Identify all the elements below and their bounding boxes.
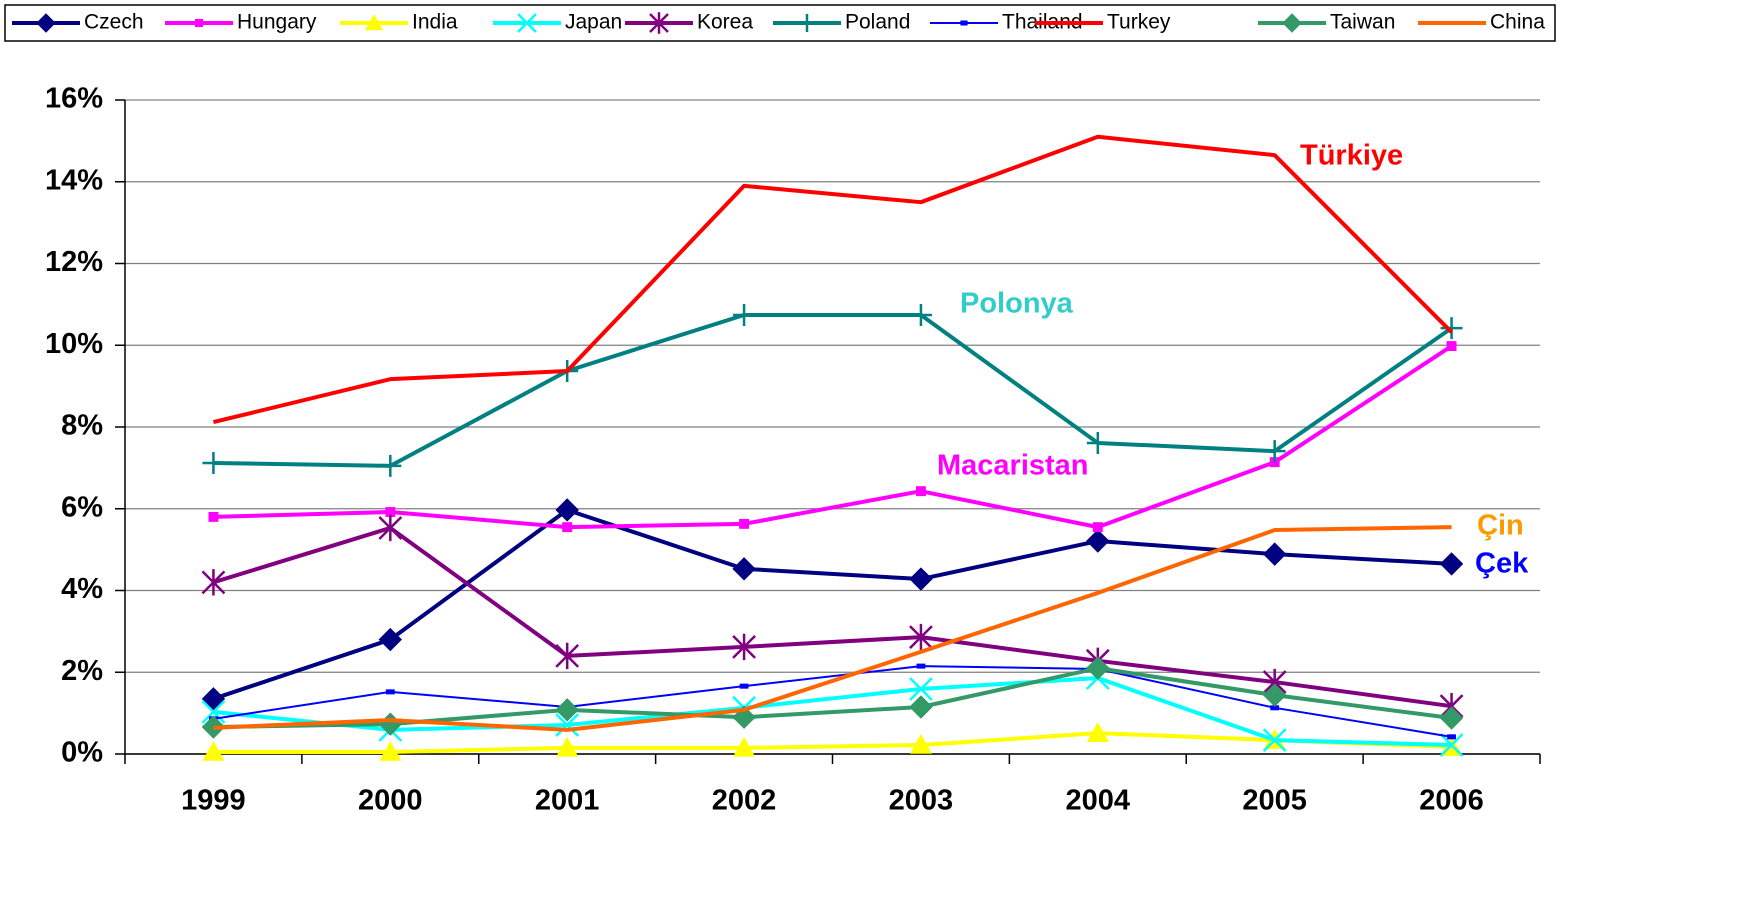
legend-label: India xyxy=(412,11,458,34)
data-point xyxy=(385,689,395,695)
x-tick-label: 1999 xyxy=(181,785,246,817)
legend-label: Poland xyxy=(845,11,910,34)
series-line xyxy=(213,675,1452,748)
data-point xyxy=(1086,656,1110,680)
series-line xyxy=(213,665,1452,738)
x-tick-label: 2003 xyxy=(889,785,954,817)
data-point xyxy=(915,486,926,497)
y-tick-label: 12% xyxy=(45,246,103,278)
data-point xyxy=(1270,705,1280,711)
annotation: Çin xyxy=(1477,510,1524,542)
series-line xyxy=(213,313,1453,468)
data-point xyxy=(1262,542,1287,566)
data-point xyxy=(1439,552,1464,576)
data-point xyxy=(208,511,219,522)
data-point xyxy=(1446,341,1457,352)
legend-marker xyxy=(365,14,383,31)
annotation: Polonya xyxy=(960,288,1074,320)
legend-label: Korea xyxy=(697,11,753,34)
data-point xyxy=(1439,706,1464,730)
data-point xyxy=(201,700,226,724)
data-point xyxy=(732,633,756,661)
data-point xyxy=(202,740,225,761)
data-point xyxy=(378,627,403,652)
data-point xyxy=(909,304,932,327)
data-point xyxy=(1263,440,1286,463)
data-point xyxy=(909,677,933,701)
data-point xyxy=(556,736,579,757)
series-line xyxy=(213,344,1453,530)
data-point xyxy=(555,498,579,522)
annotation: Türkiye xyxy=(1300,140,1403,172)
legend-marker xyxy=(960,20,968,26)
x-tick-label: 2004 xyxy=(1066,785,1131,817)
legend-marker xyxy=(1282,13,1302,33)
y-tick-label: 0% xyxy=(61,737,103,769)
data-point xyxy=(909,695,933,719)
data-point xyxy=(916,663,926,669)
y-tick-label: 14% xyxy=(45,164,103,196)
data-point xyxy=(1447,734,1456,740)
data-point xyxy=(1439,733,1464,757)
data-point xyxy=(733,736,756,757)
series-line xyxy=(213,525,1452,732)
data-point xyxy=(378,514,403,542)
data-point xyxy=(1440,317,1463,340)
legend-marker xyxy=(194,18,204,28)
data-point xyxy=(201,687,226,711)
y-tick-label: 8% xyxy=(61,410,103,442)
data-point xyxy=(739,518,750,529)
data-point xyxy=(1086,529,1110,553)
y-tick-label: 16% xyxy=(45,83,103,115)
series-line xyxy=(212,525,1452,709)
data-point xyxy=(1086,722,1109,742)
legend-marker xyxy=(517,13,537,33)
x-tick-label: 2000 xyxy=(358,785,423,817)
series-line xyxy=(212,507,1452,701)
annotation: Macaristan xyxy=(937,450,1089,482)
data-point xyxy=(562,522,573,533)
data-point xyxy=(555,698,579,722)
legend-marker xyxy=(36,13,56,33)
legend-label: China xyxy=(1490,11,1545,34)
x-tick-label: 2005 xyxy=(1242,785,1307,817)
data-point xyxy=(379,740,402,761)
y-tick-label: 4% xyxy=(61,573,103,605)
data-point xyxy=(1262,683,1287,707)
x-tick-label: 2006 xyxy=(1419,785,1484,817)
data-point xyxy=(1262,728,1287,752)
y-tick-label: 6% xyxy=(61,491,103,523)
data-point xyxy=(1092,522,1103,533)
data-point xyxy=(555,713,580,737)
data-point xyxy=(739,683,749,689)
x-tick-label: 2002 xyxy=(712,785,777,817)
series-line xyxy=(213,731,1452,754)
x-tick-label: 2001 xyxy=(535,785,600,817)
data-point xyxy=(732,557,756,581)
legend-label: Japan xyxy=(565,11,622,34)
data-point xyxy=(202,451,225,474)
data-point xyxy=(909,623,933,651)
annotation: Çek xyxy=(1475,548,1529,580)
data-point xyxy=(555,642,580,670)
legend-marker xyxy=(798,14,816,32)
data-point xyxy=(909,567,933,591)
legend-label: Hungary xyxy=(237,11,317,34)
data-point xyxy=(201,569,226,596)
data-point xyxy=(733,304,756,327)
series-line xyxy=(212,134,1453,425)
legend-label: Taiwan xyxy=(1330,11,1395,34)
data-point xyxy=(909,734,932,754)
data-point xyxy=(1086,431,1109,454)
data-point xyxy=(1269,457,1280,468)
data-point xyxy=(379,454,402,477)
legend-label: Turkey xyxy=(1107,11,1171,34)
y-tick-label: 2% xyxy=(61,655,103,687)
y-tick-label: 10% xyxy=(45,328,103,360)
legend-label: Czech xyxy=(84,11,144,34)
legend-marker xyxy=(649,12,669,34)
data-point xyxy=(385,507,396,517)
